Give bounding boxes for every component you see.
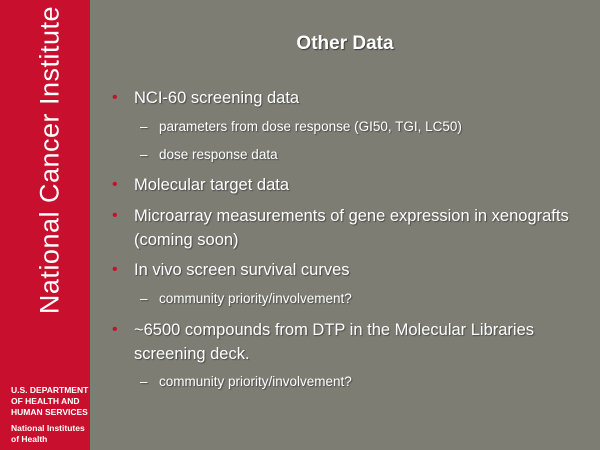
bullet-text: NCI-60 screening data	[134, 89, 300, 107]
hhs-line: HUMAN SERVICES	[11, 407, 88, 417]
sub-bullet-text: community priority/involvement?	[159, 291, 352, 306]
bullet-marker: •	[112, 89, 118, 106]
sidebar: National Cancer Institute U.S. DEPARTMEN…	[0, 0, 90, 450]
sub-bullet-text: dose response data	[159, 147, 278, 162]
sub-bullet-item: – parameters from dose response (GI50, T…	[140, 117, 580, 137]
bullet-item: • ~6500 compounds from DTP in the Molecu…	[112, 318, 582, 366]
slide-title: Other Data	[296, 33, 394, 54]
bullet-marker: •	[112, 261, 118, 278]
bullet-text: ~6500 compounds from DTP in the Molecula…	[134, 321, 535, 363]
hhs-line: OF HEALTH AND	[11, 396, 80, 406]
bullet-marker: •	[112, 321, 118, 338]
bullet-marker: •	[112, 176, 118, 193]
dash-marker: –	[140, 291, 148, 306]
nih-line: of Health	[11, 434, 48, 444]
dash-marker: –	[140, 147, 148, 162]
bullet-text: Molecular target data	[134, 176, 290, 194]
hhs-line: U.S. DEPARTMENT	[11, 385, 89, 395]
sub-bullet-item: – dose response data	[140, 145, 580, 165]
bullet-text: Microarray measurements of gene expressi…	[134, 207, 569, 249]
sidebar-title: National Cancer Institute	[34, 5, 65, 315]
hhs-label: U.S. DEPARTMENT OF HEALTH AND HUMAN SERV…	[11, 385, 88, 418]
bullet-item: • Microarray measurements of gene expres…	[112, 204, 582, 252]
bullet-item: • In vivo screen survival curves	[112, 258, 582, 282]
sub-bullet-item: – community priority/involvement?	[140, 372, 580, 392]
dash-marker: –	[140, 119, 148, 134]
bullet-item: • Molecular target data	[112, 173, 582, 197]
sub-bullet-text: community priority/involvement?	[159, 374, 352, 389]
nih-line: National Institutes	[11, 423, 85, 433]
bullet-item: • NCI-60 screening data	[112, 86, 582, 110]
nih-label: National Institutes of Health	[11, 423, 85, 445]
dash-marker: –	[140, 374, 148, 389]
bullet-text: In vivo screen survival curves	[134, 261, 350, 279]
sub-bullet-item: – community priority/involvement?	[140, 289, 580, 309]
sub-bullet-text: parameters from dose response (GI50, TGI…	[159, 119, 462, 134]
bullet-marker: •	[112, 207, 118, 224]
